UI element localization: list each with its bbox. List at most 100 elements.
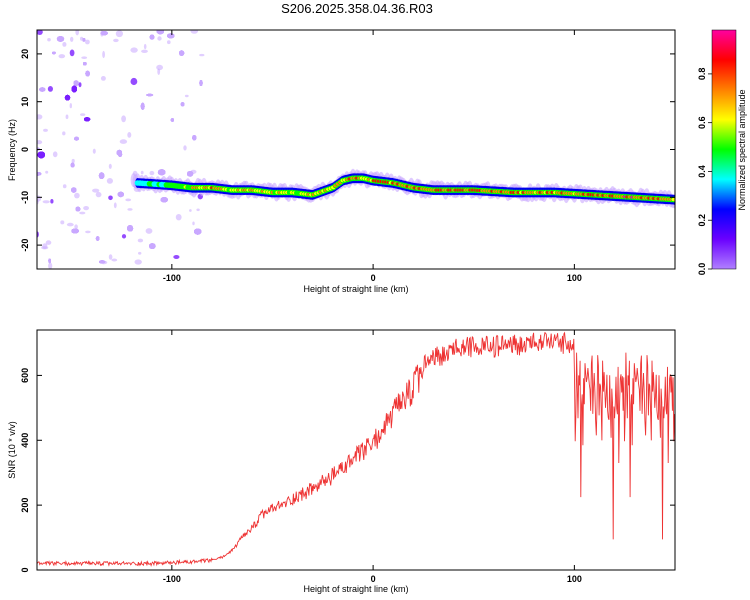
noise-speckle [64,94,71,101]
noise-speckle [74,192,80,199]
snr-plot-area [37,330,675,570]
noise-speckle [79,211,86,215]
noise-speckle [74,136,79,141]
noise-speckle [146,93,154,97]
noise-speckle [52,51,56,55]
noise-speckle [39,87,46,92]
noise-speckle [42,243,48,250]
noise-speckle [82,38,86,42]
noise-speckle [113,202,117,209]
noise-speckle [108,254,113,260]
noise-speckle [45,240,52,245]
snr-frame [36,329,676,571]
noise-speckle [160,197,168,203]
noise-speckle [180,102,185,107]
noise-speckle [45,170,49,174]
spectrogram-x-tick-label: 100 [567,273,582,283]
noise-speckle [74,224,78,230]
noise-speckle [70,162,75,168]
noise-speckle [141,49,148,53]
noise-speckle [192,221,195,226]
noise-speckle [85,70,90,77]
noise-speckle [127,225,134,232]
noise-speckle [95,191,102,198]
noise-speckle [92,188,100,193]
noise-speckle [47,86,54,92]
noise-speckle [71,85,78,93]
noise-speckle [37,114,43,120]
noise-speckle [167,40,171,45]
noise-speckle [95,236,100,241]
snr-x-label: Height of straight line (km) [303,584,408,594]
noise-speckle [75,30,79,36]
noise-speckle [48,258,51,264]
snr-x-tick-label: 100 [567,574,582,584]
noise-speckle [83,62,87,66]
noise-speckle [137,238,144,243]
noise-speckle [99,260,106,264]
noise-speckle [71,228,79,234]
noise-speckle [108,163,112,169]
snr-y-tick-label: 400 [20,433,30,448]
noise-speckle [78,82,82,88]
noise-speckle [37,140,43,145]
noise-speckle [157,169,166,176]
colorbar-tick-label: 0.4 [697,165,707,178]
noise-speckle [192,135,197,141]
noise-speckle [71,187,77,193]
noise-speckle [70,36,74,42]
noise-speckle [138,251,142,255]
colorbar-tick-label: 0.0 [697,263,707,276]
noise-speckle [65,114,69,120]
noise-speckle [56,36,65,42]
noise-speckle [102,50,105,59]
noise-speckle [85,230,91,234]
noise-speckle [62,131,66,136]
snr-y-tick-label: 0 [20,567,30,572]
noise-speckle [43,128,48,132]
noise-speckle [194,228,202,235]
noise-speckle [156,30,164,35]
noise-speckle [73,80,79,86]
noise-speckle [140,170,144,175]
spectrogram-x-tick-label: 0 [371,273,376,283]
noise-speckle [184,94,189,98]
colorbar-ticks: 0.0 0.2 0.4 0.6 0.8 [697,68,712,276]
snr-y-tick-label: 200 [20,498,30,513]
spectrogram-x-label: Height of straight line (km) [303,284,408,294]
spectrogram-marks [37,30,675,269]
noise-speckle [62,42,67,47]
noise-speckle [143,43,147,50]
noise-speckle [80,113,86,116]
snr-marks [37,331,675,567]
colorbar-label: Normalized spectral amplitude [737,89,747,210]
noise-speckle [92,148,96,154]
noise-speckle [170,118,174,122]
noise-speckle [175,214,182,221]
noise-speckle [121,234,127,239]
noise-speckle [125,198,132,202]
noise-speckle [106,178,113,184]
noise-speckle [179,50,185,56]
snr-x-tick-label: 0 [371,574,376,584]
spectrogram-y-tick-label: -10 [20,191,30,204]
noise-speckle [190,30,199,34]
noise-speckle [156,64,164,71]
chart-title: S206.2025.358.04.36.R03 [281,1,433,16]
noise-speckle [134,259,142,265]
noise-speckle [183,145,187,151]
noise-speckle [196,208,200,212]
snr-y-label: SNR (10 * v/v) [7,421,17,479]
noise-speckle [71,158,75,164]
spectrogram-y-tick-label: 0 [20,147,30,152]
colorbar-scale [711,29,737,270]
noise-speckle [60,220,65,225]
noise-speckle [130,47,138,53]
noise-speckle [47,38,51,42]
noise-speckle [189,209,192,212]
noise-speckle [52,151,58,158]
noise-speckle [157,36,162,41]
noise-speckle [113,38,119,43]
